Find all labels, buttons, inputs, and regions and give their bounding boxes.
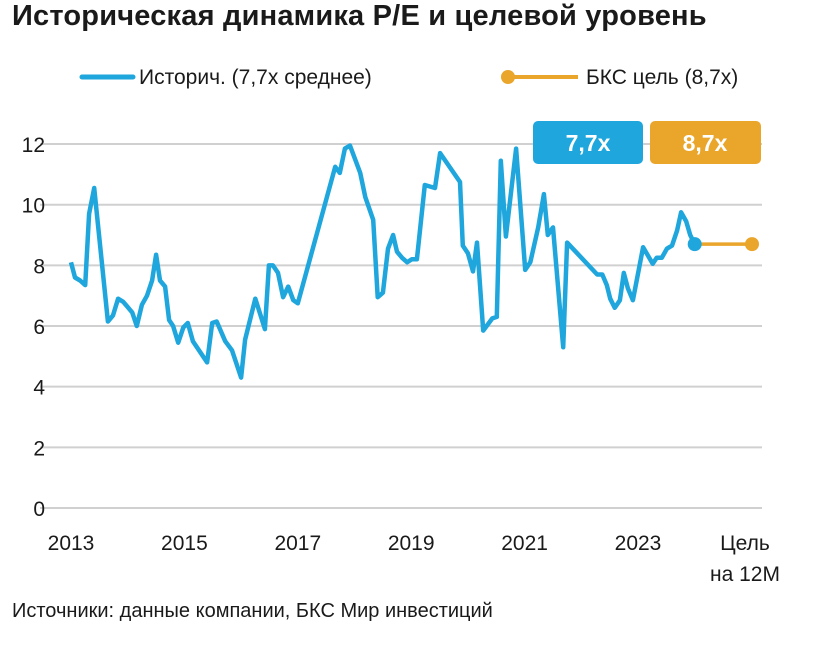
- badge-target: 8,7x: [650, 121, 761, 164]
- badge-target-text: 8,7x: [683, 130, 728, 156]
- y-tick-label: 0: [33, 498, 45, 521]
- legend: Историч. (7,7x среднее) БКС цель (8,7x): [79, 66, 738, 89]
- y-tick-label: 2: [33, 437, 45, 460]
- gridlines: [40, 143, 762, 509]
- legend-historical-label: Историч. (7,7x среднее): [139, 66, 372, 89]
- x-tick-label: 2017: [274, 532, 321, 555]
- x-tick-label: 2021: [501, 532, 548, 555]
- badge-historical-text: 7,7x: [566, 130, 611, 156]
- y-tick-label: 12: [22, 134, 45, 157]
- x-tick-label: 2023: [615, 532, 662, 555]
- legend-target-marker: [501, 70, 515, 84]
- historical-pe-line: [68, 143, 697, 380]
- x-tick-label: 2019: [388, 532, 435, 555]
- legend-target-label: БКС цель (8,7x): [586, 66, 738, 89]
- badge-historical: 7,7x: [533, 121, 643, 164]
- x-tick-target-line2: на 12М: [710, 563, 780, 586]
- y-tick-label: 8: [33, 255, 45, 278]
- y-tick-label: 4: [33, 377, 45, 400]
- x-tick-label: 2013: [48, 532, 95, 555]
- x-axis-ticks: Цель на 12М 2013 2015 2017 2019 2021 2023: [48, 532, 780, 586]
- y-tick-label: 6: [33, 316, 45, 339]
- chart-title: Историческая динамика P/E и целевой уров…: [12, 0, 707, 32]
- series-layer: [68, 143, 759, 380]
- y-tick-label: 10: [22, 195, 45, 218]
- source-note: Источники: данные компании, БКС Мир инве…: [12, 600, 493, 622]
- target-point: [745, 237, 759, 252]
- y-axis-ticks: 0 2 4 6 8 10 12: [22, 134, 46, 521]
- historical-last-point: [687, 237, 702, 252]
- x-tick-target-line1: Цель: [720, 532, 770, 555]
- x-tick-label: 2015: [161, 532, 208, 555]
- pe-chart: 0 2 4 6 8 10 12 Цель на 12М 2013 2015 2017 2019 20…: [22, 66, 780, 586]
